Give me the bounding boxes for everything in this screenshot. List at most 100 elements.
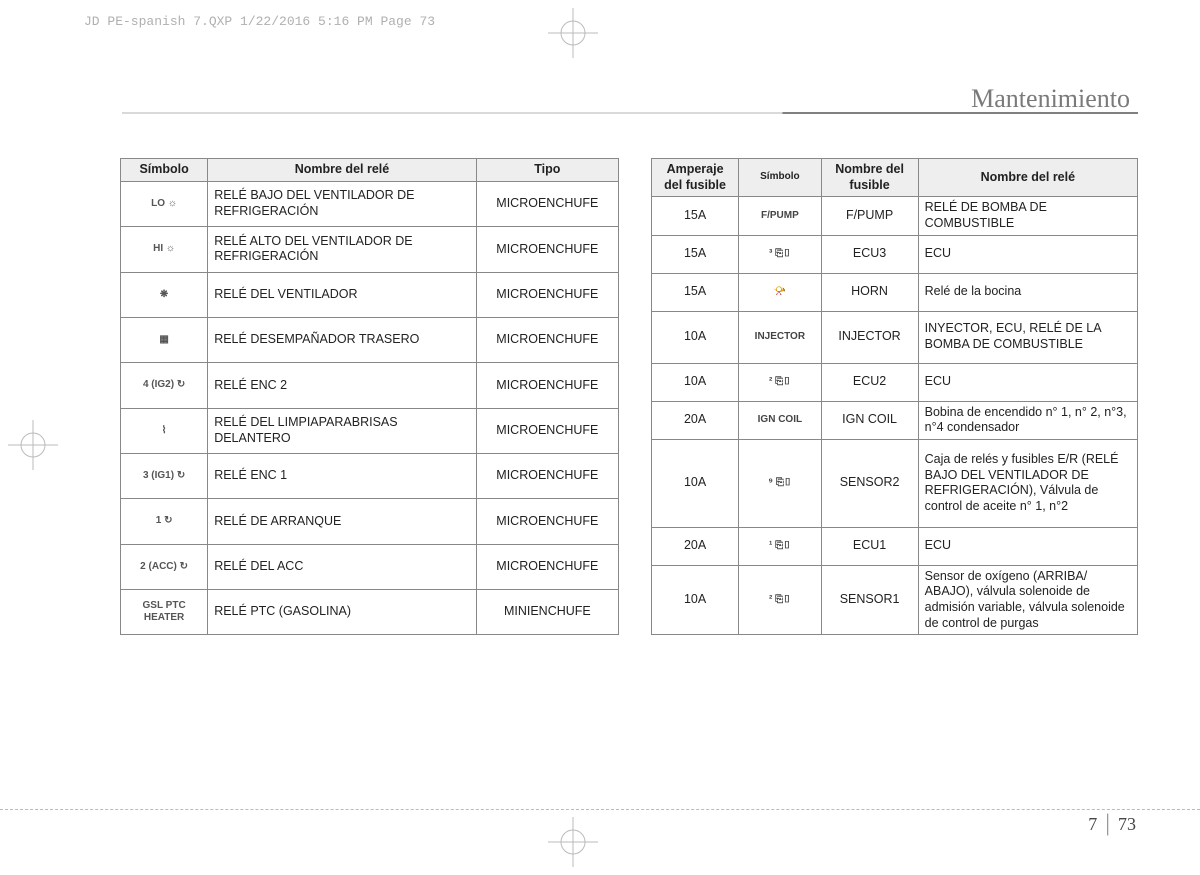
fuse-symbol: IGN COIL <box>739 401 821 439</box>
relay-type: MICROENCHUFE <box>476 544 618 589</box>
page-number: 7│73 <box>1088 814 1136 835</box>
fuse-name: ECU1 <box>821 527 918 565</box>
relay-name: RELÉ ALTO DEL VENTILADOR DE REFRIGERACIÓ… <box>208 227 477 273</box>
fuse-header-amp: Amperaje del fusible <box>651 159 738 197</box>
fuse-name: SENSOR2 <box>821 439 918 527</box>
page-num: 73 <box>1118 814 1136 834</box>
relay-type: MICROENCHUFE <box>476 454 618 499</box>
section-divider <box>122 112 1138 114</box>
relay-header-name: Nombre del relé <box>208 159 477 182</box>
relay-symbol: 1 ↻ <box>121 499 208 544</box>
table-row: 10A⁹ ⎘▯SENSOR2Caja de relés y fusibles E… <box>651 439 1137 527</box>
page-rule <box>0 809 1200 810</box>
relay-name: RELÉ DE ARRANQUE <box>208 499 477 544</box>
relay-header-symbol: Símbolo <box>121 159 208 182</box>
fuse-relay-name: ECU <box>918 527 1137 565</box>
fuse-amp: 20A <box>651 401 738 439</box>
relay-name: RELÉ DEL ACC <box>208 544 477 589</box>
relay-symbol: LO ☼ <box>121 181 208 227</box>
table-row: 15A³ ⎘▯ECU3ECU <box>651 235 1137 273</box>
fuse-symbol: F/PUMP <box>739 197 821 235</box>
fuse-symbol: 📯 <box>739 273 821 311</box>
fuse-amp: 10A <box>651 439 738 527</box>
registration-mark-left <box>8 420 58 470</box>
relay-name: RELÉ DEL VENTILADOR <box>208 272 477 317</box>
table-row: 2 (ACC) ↻RELÉ DEL ACCMICROENCHUFE <box>121 544 619 589</box>
relay-name: RELÉ BAJO DEL VENTILADOR DE REFRIGERACIÓ… <box>208 181 477 227</box>
table-row: 20AIGN COILIGN COILBobina de encendido n… <box>651 401 1137 439</box>
relay-type: MICROENCHUFE <box>476 272 618 317</box>
relay-type: MICROENCHUFE <box>476 227 618 273</box>
relay-symbol: GSL PTC HEATER <box>121 589 208 634</box>
fuse-name: SENSOR1 <box>821 565 918 635</box>
table-row: 10AINJECTORINJECTORINYECTOR, ECU, RELÉ D… <box>651 311 1137 363</box>
table-row: 15AF/PUMPF/PUMPRELÉ DE BOMBA DE COMBUSTI… <box>651 197 1137 235</box>
table-row: 4 (IG2) ↻RELÉ ENC 2MICROENCHUFE <box>121 363 619 408</box>
fuse-header-rname: Nombre del relé <box>918 159 1137 197</box>
fuse-relay-name: Relé de la bocina <box>918 273 1137 311</box>
fuse-header-symbol: Símbolo <box>739 159 821 197</box>
fuse-relay-name: ECU <box>918 235 1137 273</box>
relay-type: MICROENCHUFE <box>476 499 618 544</box>
fuse-amp: 10A <box>651 565 738 635</box>
fuse-name: IGN COIL <box>821 401 918 439</box>
fuse-name: F/PUMP <box>821 197 918 235</box>
relay-type: MICROENCHUFE <box>476 318 618 363</box>
fuse-name: HORN <box>821 273 918 311</box>
fuse-symbol: INJECTOR <box>739 311 821 363</box>
page-section: 7 <box>1088 814 1097 834</box>
fuse-name: INJECTOR <box>821 311 918 363</box>
table-row: ⌇RELÉ DEL LIMPIAPARABRISAS DELANTEROMICR… <box>121 408 619 454</box>
fuse-relay-name: ECU <box>918 363 1137 401</box>
fuse-symbol: ³ ⎘▯ <box>739 235 821 273</box>
relay-name: RELÉ PTC (GASOLINA) <box>208 589 477 634</box>
relay-header-type: Tipo <box>476 159 618 182</box>
relay-table: Símbolo Nombre del relé Tipo LO ☼RELÉ BA… <box>120 158 619 635</box>
table-row: HI ☼RELÉ ALTO DEL VENTILADOR DE REFRIGER… <box>121 227 619 273</box>
fuse-relay-name: RELÉ DE BOMBA DE COMBUSTIBLE <box>918 197 1137 235</box>
relay-name: RELÉ ENC 2 <box>208 363 477 408</box>
fuse-relay-name: Caja de relés y fusibles E/R (RELÉ BAJO … <box>918 439 1137 527</box>
relay-name: RELÉ DESEMPAÑADOR TRASERO <box>208 318 477 363</box>
fuse-amp: 15A <box>651 273 738 311</box>
relay-name: RELÉ DEL LIMPIAPARABRISAS DELANTERO <box>208 408 477 454</box>
relay-symbol: ❋ <box>121 272 208 317</box>
relay-type: MICROENCHUFE <box>476 408 618 454</box>
fuse-header-fname: Nombre del fusible <box>821 159 918 197</box>
table-row: LO ☼RELÉ BAJO DEL VENTILADOR DE REFRIGER… <box>121 181 619 227</box>
table-row: ❋RELÉ DEL VENTILADORMICROENCHUFE <box>121 272 619 317</box>
fuse-symbol: ² ⎘▯ <box>739 363 821 401</box>
page-sep: │ <box>1097 814 1118 834</box>
relay-name: RELÉ ENC 1 <box>208 454 477 499</box>
table-row: 1 ↻RELÉ DE ARRANQUEMICROENCHUFE <box>121 499 619 544</box>
table-row: 10A² ⎘▯ECU2ECU <box>651 363 1137 401</box>
fuse-name: ECU2 <box>821 363 918 401</box>
fuse-amp: 10A <box>651 363 738 401</box>
table-row: 3 (IG1) ↻RELÉ ENC 1MICROENCHUFE <box>121 454 619 499</box>
relay-symbol: ▦ <box>121 318 208 363</box>
relay-type: MICROENCHUFE <box>476 181 618 227</box>
relay-symbol: ⌇ <box>121 408 208 454</box>
fuse-relay-name: INYECTOR, ECU, RELÉ DE LA BOMBA DE COMBU… <box>918 311 1137 363</box>
registration-mark-top <box>548 8 598 58</box>
table-row: ▦RELÉ DESEMPAÑADOR TRASEROMICROENCHUFE <box>121 318 619 363</box>
fuse-amp: 10A <box>651 311 738 363</box>
fuse-symbol: ² ⎘▯ <box>739 565 821 635</box>
section-title: Mantenimiento <box>971 84 1130 114</box>
fuse-amp: 15A <box>651 235 738 273</box>
fuse-relay-name: Sensor de oxígeno (ARRIBA/ ABAJO), válvu… <box>918 565 1137 635</box>
fuse-amp: 20A <box>651 527 738 565</box>
fuse-amp: 15A <box>651 197 738 235</box>
relay-symbol: 2 (ACC) ↻ <box>121 544 208 589</box>
table-row: 20A¹ ⎘▯ECU1ECU <box>651 527 1137 565</box>
content-area: Símbolo Nombre del relé Tipo LO ☼RELÉ BA… <box>120 158 1138 635</box>
fuse-table: Amperaje del fusible Símbolo Nombre del … <box>651 158 1138 635</box>
relay-symbol: 4 (IG2) ↻ <box>121 363 208 408</box>
fuse-symbol: ¹ ⎘▯ <box>739 527 821 565</box>
relay-symbol: 3 (IG1) ↻ <box>121 454 208 499</box>
table-row: 15A📯HORNRelé de la bocina <box>651 273 1137 311</box>
registration-mark-bottom <box>548 817 598 867</box>
table-row: GSL PTC HEATERRELÉ PTC (GASOLINA)MINIENC… <box>121 589 619 634</box>
file-header: JD PE-spanish 7.QXP 1/22/2016 5:16 PM Pa… <box>84 14 435 29</box>
fuse-relay-name: Bobina de encendido n° 1, n° 2, n°3, n°4… <box>918 401 1137 439</box>
